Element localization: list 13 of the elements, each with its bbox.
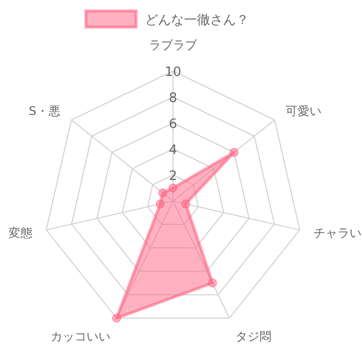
spoke-label: 可愛い — [286, 104, 322, 118]
legend-label: どんな一徹さん？ — [145, 13, 249, 28]
y-tick-label: 10 — [164, 65, 182, 80]
spoke-label: タジ悶 — [235, 330, 272, 344]
spoke-label: S・悪 — [28, 104, 60, 118]
spoke-label: カッコいい — [50, 330, 111, 344]
y-tick-label: 8 — [168, 91, 178, 106]
y-tick-label: 2 — [168, 169, 178, 184]
y-tick-label: 6 — [168, 117, 178, 132]
y-tick-label: 4 — [168, 143, 178, 158]
spoke-label: ラブラブ — [149, 38, 198, 52]
spoke-label: 変態 — [8, 226, 33, 240]
spoke-label: チャラい — [313, 226, 362, 240]
